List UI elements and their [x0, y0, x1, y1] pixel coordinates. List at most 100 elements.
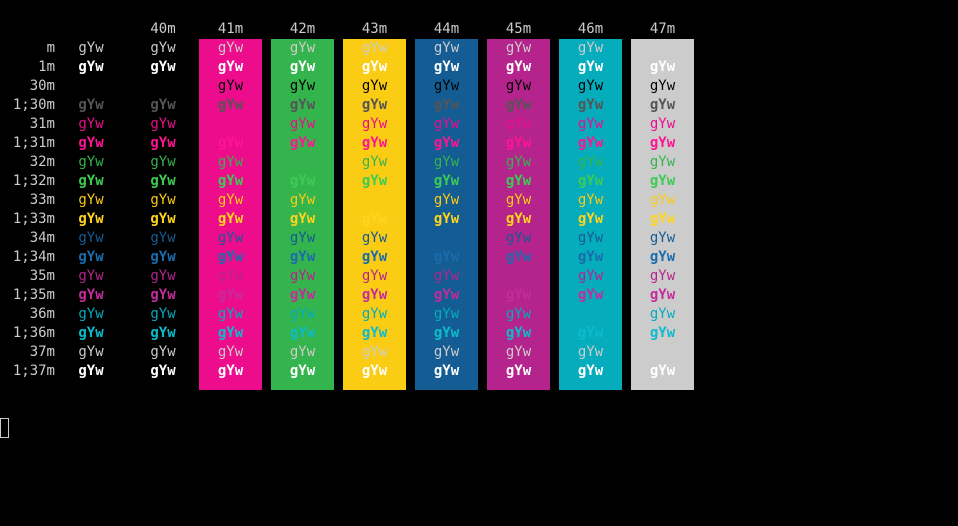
- sample-cell-1-36m-43m: gYw: [343, 324, 406, 343]
- sample-cell-32m-none: gYw: [78, 154, 104, 170]
- sample-cell-m-45m: gYw: [487, 39, 550, 58]
- sample-cell-1-31m-44m: gYw: [415, 134, 478, 153]
- row-label: 35m: [29, 268, 55, 284]
- column-header: 45m: [505, 21, 532, 37]
- row-label: 1m: [38, 59, 55, 75]
- sample-cell-1-35m-46m: gYw: [559, 286, 622, 305]
- sample-cell-37m-45m: gYw: [487, 343, 550, 362]
- sample-cell-1-34m-47m: gYw: [631, 248, 694, 267]
- sample-cell-34m-42m: gYw: [271, 229, 334, 248]
- sample-cell-35m-45m: gYw: [487, 267, 550, 286]
- column-header: [55, 20, 127, 39]
- sample-cell-1-37m-none: gYw: [78, 363, 104, 379]
- sample-cell-1-32m-40m: gYw: [150, 173, 176, 189]
- sample-cell-1-31m-43m: gYw: [343, 134, 406, 153]
- sample-cell-1-31m-47m: gYw: [631, 134, 694, 153]
- sample-cell-33m-41m: gYw: [199, 191, 262, 210]
- sample-cell-33m-46m: gYw: [559, 191, 622, 210]
- sample-cell-1-34m-44m: gYw: [415, 248, 478, 267]
- sample-cell-1-31m-41m: gYw: [199, 134, 262, 153]
- sample-cell-1-34m-45m: gYw: [487, 248, 550, 267]
- sample-cell-31m-45m: gYw: [487, 115, 550, 134]
- sample-cell-1-32m-41m: gYw: [199, 172, 262, 191]
- sample-cell-1-30m-41m: gYw: [199, 96, 262, 115]
- row-label: 1;34m: [12, 249, 55, 265]
- sample-cell-1-34m-41m: gYw: [199, 248, 262, 267]
- sample-cell-31m-42m: gYw: [271, 115, 334, 134]
- sample-cell-37m-42m: gYw: [271, 343, 334, 362]
- sample-cell-37m-46m: gYw: [559, 343, 622, 362]
- sample-cell-35m-41m: gYw: [199, 267, 262, 286]
- row-label: 1;37m: [12, 363, 55, 379]
- sample-cell-1-31m-46m: gYw: [559, 134, 622, 153]
- background-padding: [127, 381, 199, 390]
- sample-cell-35m-42m: gYw: [271, 267, 334, 286]
- sample-cell-1-36m-40m: gYw: [150, 325, 176, 341]
- sample-cell-1-35m-none: gYw: [78, 287, 104, 303]
- sample-cell-31m-44m: gYw: [415, 115, 478, 134]
- sample-cell-33m-40m: gYw: [150, 192, 176, 208]
- sample-cell-1-31m-40m: gYw: [150, 135, 176, 151]
- sample-cell-35m-46m: gYw: [559, 267, 622, 286]
- sample-cell-1-33m-none: gYw: [78, 211, 104, 227]
- header-spacer: [0, 20, 55, 39]
- row-label: 1;35m: [12, 287, 55, 303]
- background-padding: [199, 381, 262, 390]
- sample-cell-32m-43m: gYw: [343, 153, 406, 172]
- sample-cell-1-31m-none: gYw: [78, 135, 104, 151]
- sample-cell-36m-43m: gYw: [343, 305, 406, 324]
- sample-cell-1-31m-42m: gYw: [271, 134, 334, 153]
- sample-cell-1-36m-42m: gYw: [271, 324, 334, 343]
- sample-cell-34m-40m: gYw: [150, 230, 176, 246]
- sample-cell-1-37m-46m: gYw: [559, 362, 622, 381]
- row-label: 30m: [29, 78, 55, 94]
- sample-cell-1m-41m: gYw: [199, 58, 262, 77]
- row-label: 1;31m: [12, 135, 55, 151]
- sample-cell-1m-47m: gYw: [631, 58, 694, 77]
- sample-cell-m-40m: gYw: [150, 40, 176, 56]
- sample-cell-1-32m-none: gYw: [78, 173, 104, 189]
- sample-cell-1-36m-45m: gYw: [487, 324, 550, 343]
- sample-cell-1-30m-none: gYw: [78, 97, 104, 113]
- sample-cell-31m-none: gYw: [78, 116, 104, 132]
- row-label: 1;32m: [12, 173, 55, 189]
- sample-cell-1-35m-41m: gYw: [199, 286, 262, 305]
- sample-cell-1-32m-43m: gYw: [343, 172, 406, 191]
- sample-cell-33m-43m: gYw: [343, 191, 406, 210]
- sample-cell-35m-47m: gYw: [631, 267, 694, 286]
- sample-cell-1-35m-47m: gYw: [631, 286, 694, 305]
- sample-cell-1-33m-44m: gYw: [415, 210, 478, 229]
- sample-cell-32m-46m: gYw: [559, 153, 622, 172]
- column-header: 41m: [217, 21, 244, 37]
- sample-cell-1-37m-40m: gYw: [150, 363, 176, 379]
- column-header: 42m: [289, 21, 316, 37]
- sample-cell-36m-41m: gYw: [199, 305, 262, 324]
- row-label: 1;30m: [12, 97, 55, 113]
- sample-cell-31m-47m: gYw: [631, 115, 694, 134]
- sample-cell-34m-47m: gYw: [631, 229, 694, 248]
- sample-cell-36m-42m: gYw: [271, 305, 334, 324]
- sample-cell-1-32m-44m: gYw: [415, 172, 478, 191]
- sample-cell-1-34m-46m: gYw: [559, 248, 622, 267]
- sample-cell-37m-40m: gYw: [150, 344, 176, 360]
- sample-cell-33m-none: gYw: [78, 192, 104, 208]
- row-label: m: [46, 40, 55, 56]
- sample-cell-1m-40m: gYw: [150, 59, 176, 75]
- sample-cell-1-36m-none: gYw: [78, 325, 104, 341]
- background-padding: [415, 381, 478, 390]
- sample-cell-30m-44m: gYw: [415, 77, 478, 96]
- sample-cell-1m-43m: gYw: [343, 58, 406, 77]
- sample-cell-1-34m-42m: gYw: [271, 248, 334, 267]
- sample-cell-34m-46m: gYw: [559, 229, 622, 248]
- sample-cell-32m-44m: gYw: [415, 153, 478, 172]
- sample-cell-1-35m-40m: gYw: [150, 287, 176, 303]
- sample-cell-35m-43m: gYw: [343, 267, 406, 286]
- sample-cell-35m-40m: gYw: [150, 268, 176, 284]
- sample-cell-1-33m-41m: gYw: [199, 210, 262, 229]
- sample-cell-1-35m-44m: gYw: [415, 286, 478, 305]
- sample-cell-1-33m-40m: gYw: [150, 211, 176, 227]
- sample-cell-1-37m-45m: gYw: [487, 362, 550, 381]
- terminal-window[interactable]: 40m 41m 42m 43m 44m 45m 46m 47m m gYw gYw gYw gYw gYw…: [0, 20, 958, 526]
- sample-cell-32m-40m: gYw: [150, 154, 176, 170]
- sample-cell-33m-47m: gYw: [631, 191, 694, 210]
